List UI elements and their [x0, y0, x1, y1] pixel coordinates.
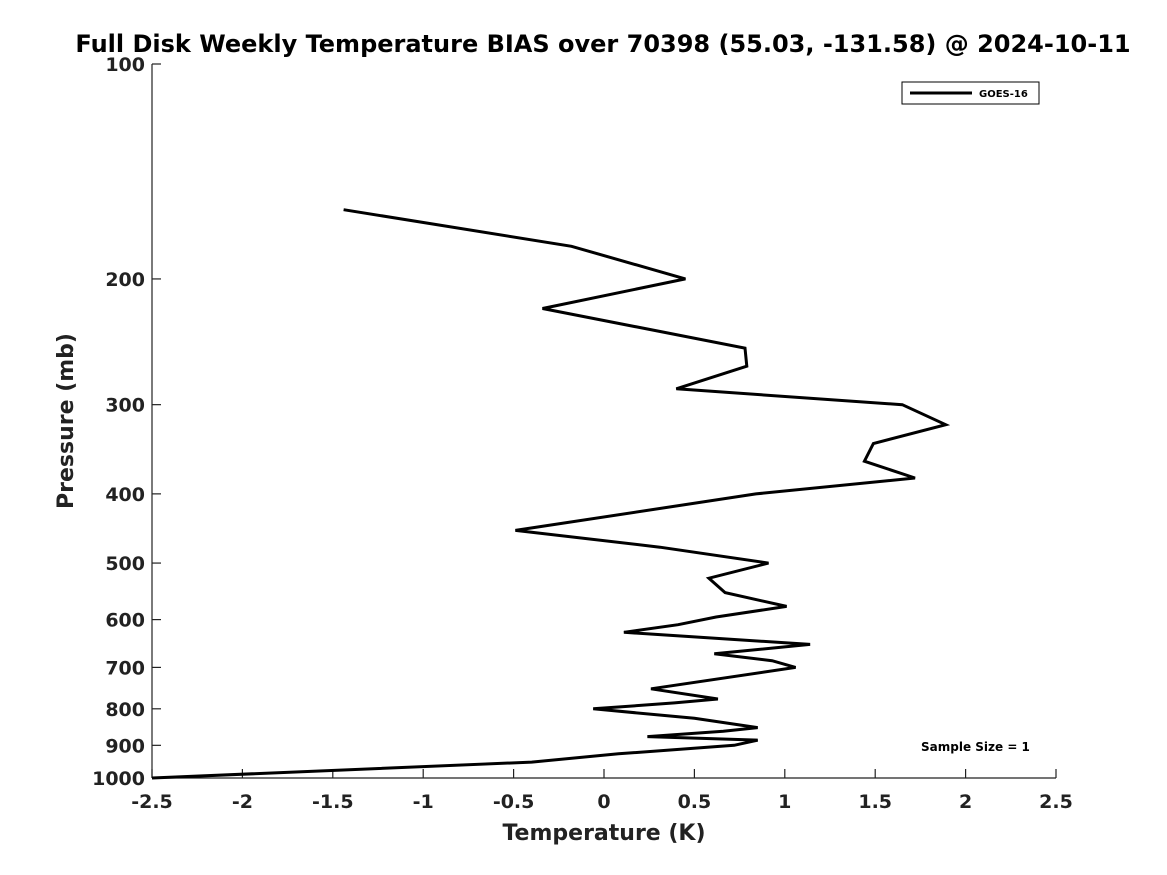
x-tick-label: -1: [413, 791, 434, 813]
y-tick-label: 200: [105, 269, 145, 291]
chart-title: Full Disk Weekly Temperature BIAS over 7…: [75, 30, 1130, 58]
x-tick-label: -1.5: [312, 791, 354, 813]
legend-label-goes-16: GOES-16: [979, 89, 1028, 100]
x-tick-label: 0: [597, 791, 610, 813]
x-tick-label: 0.5: [678, 791, 712, 813]
y-tick-label: 700: [105, 657, 145, 679]
x-tick-label: 1: [778, 791, 791, 813]
y-tick-label: 400: [105, 484, 145, 506]
y-tick-label: 300: [105, 395, 145, 417]
y-tick-label: 1000: [92, 768, 145, 790]
series-line-goes-16: [151, 208, 951, 780]
sample-size-annotation: Sample Size = 1: [921, 740, 1030, 754]
y-tick-label: 900: [105, 735, 145, 757]
x-tick-label: 2: [959, 791, 972, 813]
y-tick-label: 500: [105, 553, 145, 575]
x-tick-label: -2.5: [131, 791, 173, 813]
y-tick-label: 100: [105, 54, 145, 76]
y-tick-label: 800: [105, 699, 145, 721]
x-tick-label: 2.5: [1039, 791, 1073, 813]
y-axis-label: Pressure (mb): [54, 333, 79, 509]
x-tick-label: -2: [232, 791, 253, 813]
y-tick-label: 600: [105, 610, 145, 632]
x-tick-label: 1.5: [858, 791, 892, 813]
x-tick-label: -0.5: [493, 791, 535, 813]
x-axis-label: Temperature (K): [502, 821, 705, 846]
legend: GOES-16: [901, 81, 1040, 105]
plot-area: -2.5 -2 -1.5 -1 -0.5 0 0.5 1 1.5 2 2.5 100 200 300 400…: [92, 54, 1073, 813]
